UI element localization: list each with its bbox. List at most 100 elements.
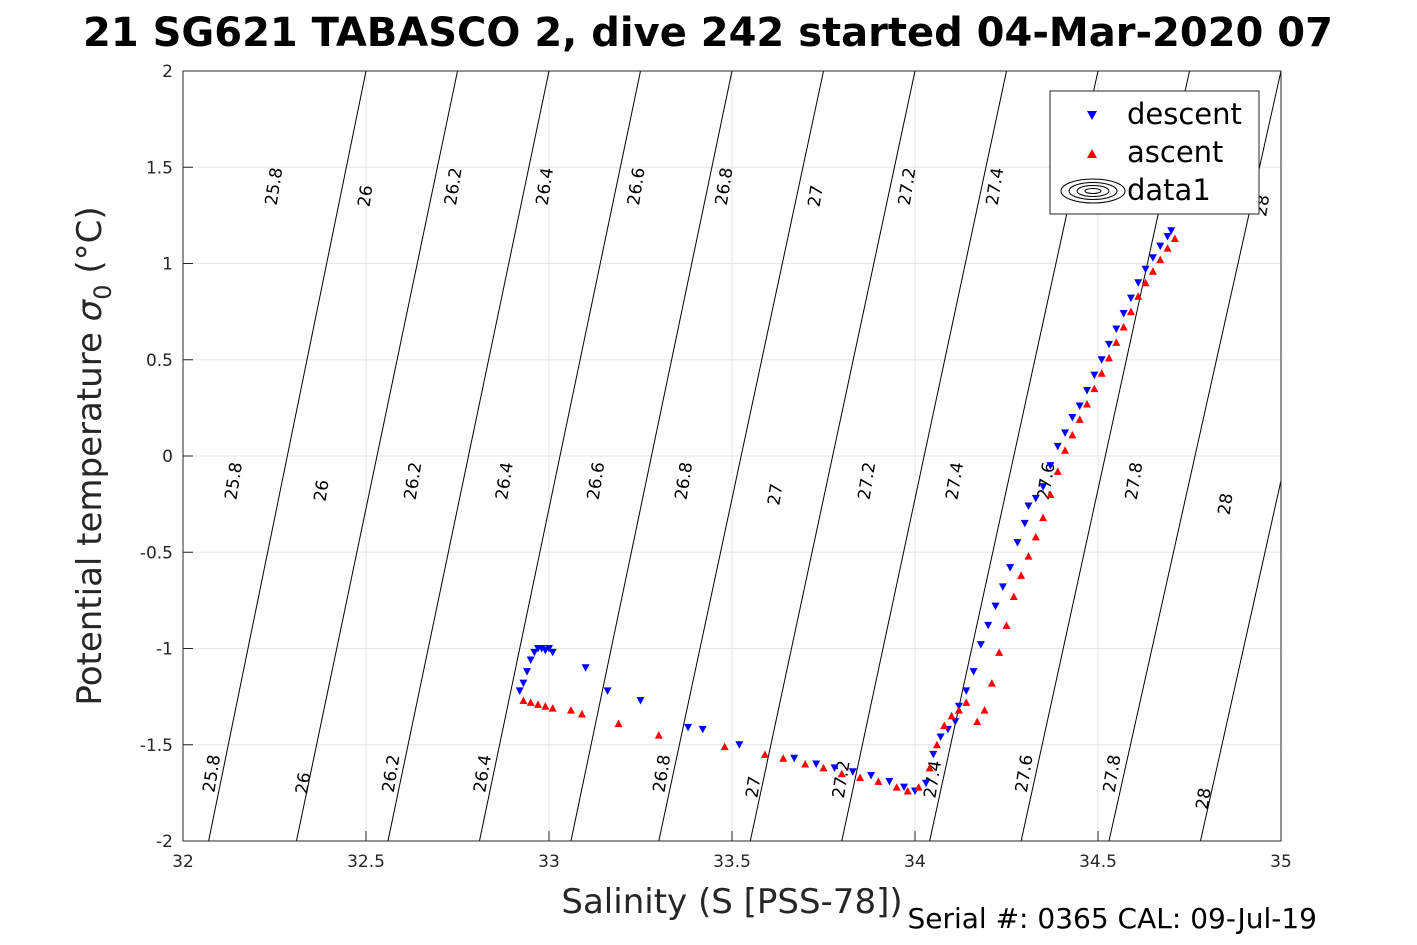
y-axis-label: Potential temperature σ0 (°C) — [70, 206, 117, 705]
contour-label: 27 — [764, 482, 787, 507]
density-contour-26.6 — [570, 71, 733, 841]
ascent-point — [548, 704, 557, 712]
ascent-point — [925, 763, 934, 772]
descent-point — [921, 779, 930, 788]
descent-point — [523, 668, 532, 676]
descent-point — [962, 687, 971, 695]
descent-point — [867, 772, 876, 780]
contour-label: 26.8 — [672, 461, 698, 502]
contour-labels: 25.8 26 26.2 26.4 26.6 26.8 27 27.2 27.4 28 25.8 26… — [199, 166, 1274, 811]
descent-point — [984, 621, 993, 630]
ascent-point — [541, 702, 550, 710]
ascent-point — [1112, 338, 1121, 346]
ascent-point — [856, 773, 865, 781]
y-tick-label: 2 — [162, 62, 173, 82]
legend-ascent-label: ascent — [1127, 135, 1223, 169]
density-contours — [208, 71, 1281, 841]
ascent-point — [987, 679, 996, 687]
x-tick-label: 34 — [904, 852, 926, 872]
descent-point — [1046, 462, 1055, 470]
x-tick-label: 33.5 — [713, 852, 751, 872]
x-tick-label: 32.5 — [347, 852, 385, 872]
descent-point — [537, 645, 546, 653]
descent-point — [1104, 340, 1113, 349]
descent-series — [515, 227, 1176, 795]
contour-label: 26 — [311, 478, 334, 503]
descent-point — [603, 687, 612, 695]
serial-cal-footer: Serial #: 0365 CAL: 09-Jul-19 — [907, 902, 1317, 935]
legend-data1-label: data1 — [1127, 173, 1211, 207]
ascent-point — [1068, 430, 1077, 439]
ascent-point — [914, 783, 923, 791]
descent-point — [1068, 414, 1077, 422]
density-contour-27.2 — [841, 71, 1007, 841]
descent-point — [885, 777, 894, 786]
ascent-point — [1119, 323, 1128, 331]
legend-ascent-marker — [1087, 149, 1097, 158]
y-tick-label: 0 — [162, 447, 173, 467]
ascent-point — [1075, 415, 1084, 423]
descent-point — [684, 723, 693, 732]
descent-point — [1163, 233, 1172, 241]
contour-label: 26.8 — [712, 166, 738, 207]
descent-point — [735, 741, 744, 749]
contour-label: 27.2 — [895, 166, 921, 207]
descent-point — [1134, 279, 1143, 287]
ascent-point — [1163, 244, 1172, 252]
descent-point — [698, 725, 707, 734]
ascent-point — [1039, 513, 1048, 522]
descent-point — [1119, 310, 1128, 318]
ascent-point — [1090, 384, 1099, 393]
ascent-point — [1170, 234, 1179, 242]
ascent-point — [534, 700, 543, 708]
descent-point — [1090, 371, 1099, 380]
descent-point — [1013, 539, 1022, 547]
descent-point — [790, 754, 799, 763]
x-tick-label: 33 — [538, 852, 560, 872]
contour-label: 26 — [292, 771, 315, 796]
descent-point — [1097, 356, 1106, 364]
contour-label: 25.8 — [262, 166, 288, 207]
descent-point — [969, 668, 978, 676]
descent-point — [526, 656, 535, 665]
ascent-point — [973, 717, 982, 726]
ascent-point — [577, 709, 586, 718]
ascent-point — [1126, 307, 1135, 316]
contour-label: 26.2 — [441, 166, 467, 207]
legend-data1-icon — [1060, 178, 1126, 204]
ascent-point — [801, 760, 810, 768]
ascent-point — [837, 769, 846, 778]
descent-point — [1024, 502, 1033, 511]
y-tick-label: -2 — [156, 832, 173, 852]
density-contour-28 — [1199, 478, 1281, 841]
contour-label: 26.4 — [533, 166, 559, 207]
ascent-point — [1097, 369, 1106, 377]
ascent-point — [1009, 592, 1018, 601]
ascent-series — [519, 234, 1179, 795]
contour-label: 27 — [742, 775, 765, 800]
descent-point — [581, 664, 590, 672]
contour-label: 26.4 — [492, 461, 518, 502]
x-axis-ticks: 32 32.5 33 33.5 34 34.5 35 — [172, 831, 1292, 872]
descent-point — [548, 648, 557, 657]
ascent-point — [819, 763, 828, 772]
ascent-point — [1141, 278, 1150, 287]
contour-label: 27.6 — [1012, 753, 1038, 794]
density-contour-26.8 — [658, 71, 824, 841]
descent-point — [812, 760, 821, 768]
contour-label: 26.2 — [379, 753, 405, 794]
descent-point — [976, 641, 985, 649]
descent-point — [848, 768, 857, 776]
contour-label: 26 — [354, 184, 377, 209]
descent-point — [545, 645, 553, 653]
descent-point — [636, 696, 645, 705]
contour-label: 27.2 — [855, 461, 881, 502]
ascent-point — [1046, 490, 1055, 498]
contour-label: 26.6 — [584, 461, 610, 502]
ascent-point — [654, 731, 663, 739]
ascent-point — [874, 777, 883, 785]
ascent-point — [932, 740, 941, 749]
descent-point — [900, 783, 909, 792]
ascent-point — [962, 698, 971, 706]
descent-point — [530, 648, 539, 657]
